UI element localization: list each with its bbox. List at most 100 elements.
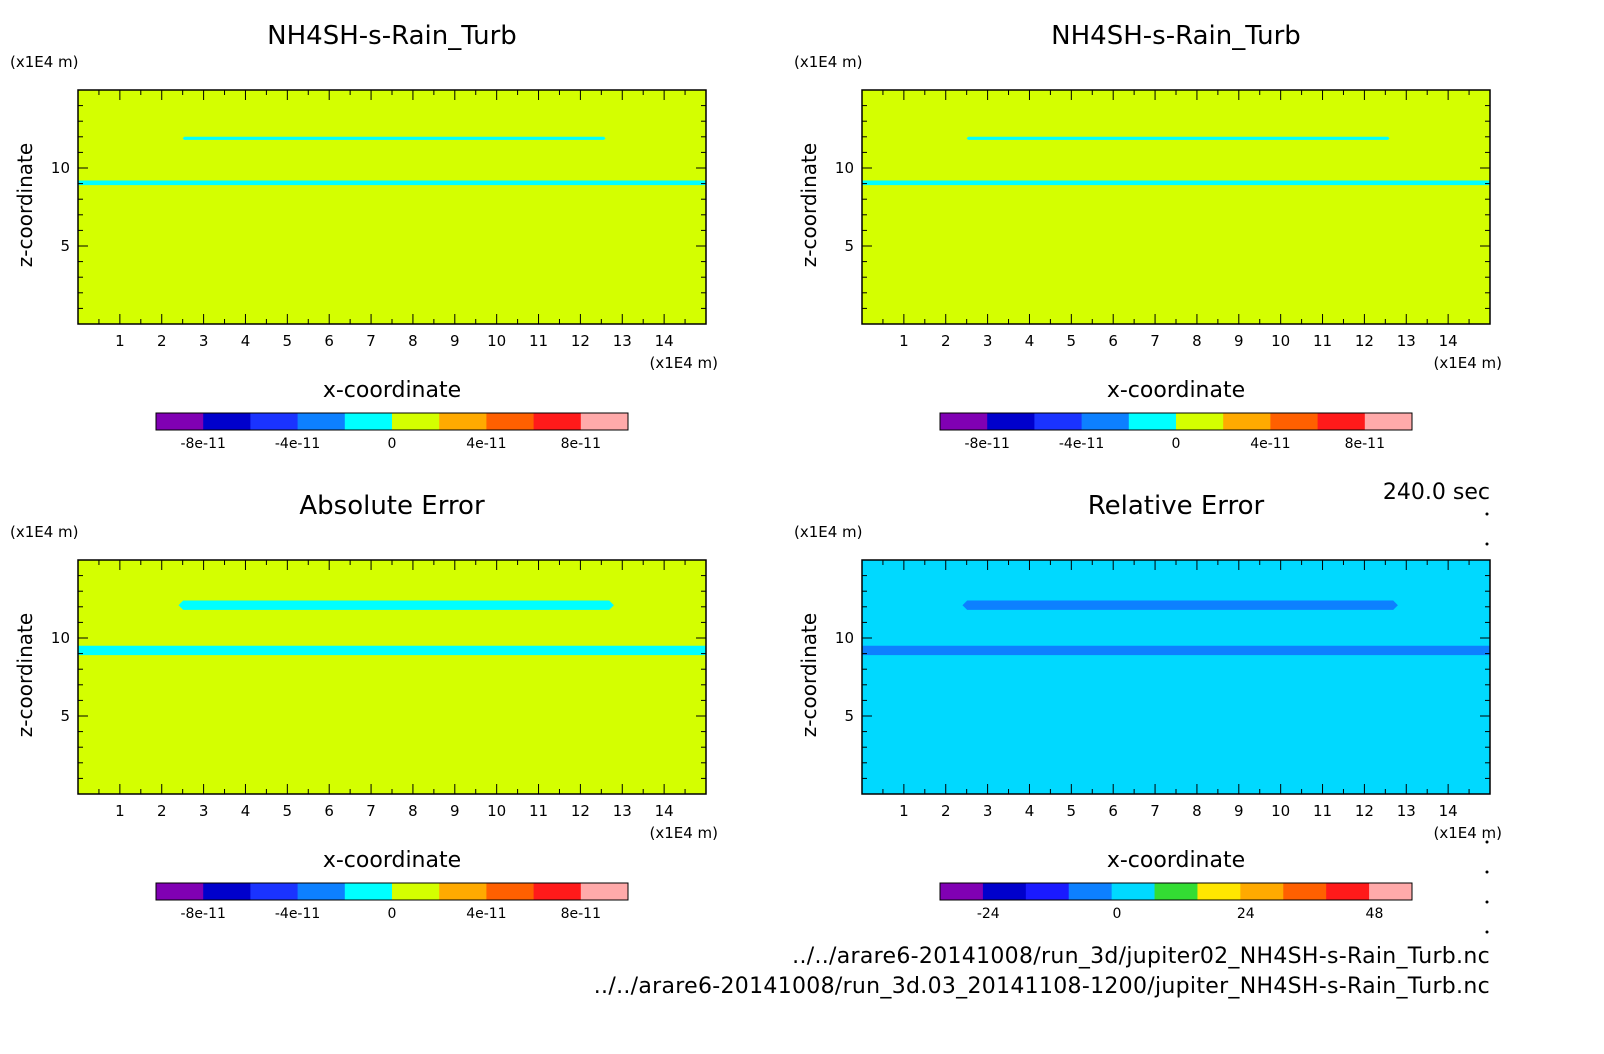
colorbar-segment: [1034, 413, 1083, 430]
margin-dot: [1485, 870, 1489, 874]
plot-background: [78, 560, 706, 794]
colorbar-segment: [439, 883, 487, 900]
y-tick-label: 5: [844, 237, 854, 255]
colorbar-segment: [1111, 883, 1156, 900]
y-tick-label: 10: [51, 159, 70, 177]
file-path-1: ../../arare6-20141008/run_3d/jupiter02_N…: [792, 944, 1490, 969]
panel-title: Absolute Error: [299, 491, 485, 521]
colorbar-tick-label: -4e-11: [275, 436, 320, 452]
colorbar-segment: [1283, 883, 1327, 900]
y-axis-label: z-coordinate: [797, 143, 821, 267]
colorbar-segment: [533, 413, 582, 430]
colorbar-tick-label: 4e-11: [1250, 436, 1290, 452]
x-tick-label: 9: [450, 332, 460, 350]
colorbar-tick-label: 0: [1113, 906, 1122, 922]
margin-dot: [1485, 542, 1489, 546]
colorbar-segment: [1240, 883, 1284, 900]
colorbar-segment: [1128, 413, 1177, 430]
x-tick-label: 1: [899, 332, 909, 350]
y-tick-label: 10: [51, 629, 70, 647]
x-tick-label: 8: [408, 332, 418, 350]
colorbar-segment: [344, 413, 393, 430]
colorbar-frame: [939, 882, 1413, 901]
colorbar-segment: [1176, 413, 1224, 430]
colorbar-frame: [155, 882, 629, 901]
x-tick-label: 5: [283, 332, 293, 350]
x-tick-label: 13: [1397, 332, 1416, 350]
panel-title: NH4SH-s-Rain_Turb: [267, 21, 517, 51]
x-unit-label: (x1E4 m): [1433, 824, 1502, 842]
colorbar-tick-label: 24: [1237, 906, 1255, 922]
colorbar-segment: [250, 413, 299, 430]
y-unit-label: (x1E4 m): [10, 53, 79, 71]
colorbar-tick-label: 0: [388, 436, 397, 452]
colorbar-segment: [1326, 883, 1370, 900]
y-axis-label: z-coordinate: [13, 613, 37, 737]
x-tick-label: 10: [487, 332, 506, 350]
x-unit-label: (x1E4 m): [649, 354, 718, 372]
colorbar-segment: [1223, 413, 1271, 430]
x-tick-label: 13: [613, 802, 632, 820]
plot-background: [862, 90, 1490, 324]
y-tick-label: 5: [844, 707, 854, 725]
colorbar-tick-label: 4e-11: [466, 436, 506, 452]
colorbar-frame: [155, 412, 629, 431]
x-tick-label: 7: [1150, 332, 1160, 350]
x-tick-label: 11: [529, 802, 548, 820]
x-tick-label: 6: [324, 802, 334, 820]
x-tick-label: 1: [899, 802, 909, 820]
x-tick-label: 14: [655, 332, 674, 350]
colorbar-segment: [1068, 883, 1113, 900]
colorbar-segment: [1317, 413, 1366, 430]
x-tick-label: 1: [115, 332, 125, 350]
x-tick-label: 11: [529, 332, 548, 350]
colorbar-segment: [987, 413, 1035, 430]
colorbar-segment: [344, 883, 393, 900]
x-tick-label: 12: [571, 802, 590, 820]
plot-background: [862, 560, 1490, 794]
x-tick-label: 7: [366, 332, 376, 350]
colorbar-tick-label: 8e-11: [561, 906, 601, 922]
colorbar-segment: [940, 883, 984, 900]
y-tick-label: 5: [60, 707, 70, 725]
x-tick-label: 4: [241, 332, 251, 350]
colorbar-tick-label: 0: [388, 906, 397, 922]
colorbar-segment: [156, 883, 204, 900]
x-tick-label: 14: [655, 802, 674, 820]
colorbar-segment: [439, 413, 487, 430]
colorbar-segment: [486, 413, 535, 430]
colorbar-tick-label: -4e-11: [275, 906, 320, 922]
colorbar-segment: [392, 883, 440, 900]
colorbar-segment: [533, 883, 582, 900]
x-axis-label: x-coordinate: [1107, 848, 1245, 873]
colorbar-segment: [1197, 883, 1241, 900]
y-tick-label: 10: [835, 159, 854, 177]
file-path-2: ../../arare6-20141008/run_3d.03_20141108…: [593, 974, 1490, 999]
x-tick-label: 5: [1067, 332, 1077, 350]
contour-band-1: [966, 136, 1390, 140]
x-unit-label: (x1E4 m): [1433, 354, 1502, 372]
colorbar-segment: [1364, 413, 1413, 430]
y-unit-label: (x1E4 m): [10, 523, 79, 541]
x-tick-label: 4: [1025, 332, 1035, 350]
colorbar-segment: [156, 413, 204, 430]
x-axis-label: x-coordinate: [323, 378, 461, 403]
x-tick-label: 6: [1108, 802, 1118, 820]
x-tick-label: 3: [983, 802, 993, 820]
panel-title: Relative Error: [1088, 491, 1265, 521]
x-tick-label: 2: [941, 802, 951, 820]
time-label: 240.0 sec: [1382, 480, 1490, 505]
x-tick-label: 1: [115, 802, 125, 820]
x-tick-label: 10: [487, 802, 506, 820]
x-tick-label: 7: [366, 802, 376, 820]
plot-background: [78, 90, 706, 324]
x-tick-label: 14: [1439, 802, 1458, 820]
contour-band-1: [962, 600, 1398, 610]
colorbar-tick-label: -4e-11: [1059, 436, 1104, 452]
x-tick-label: 3: [199, 802, 209, 820]
y-unit-label: (x1E4 m): [794, 53, 863, 71]
contour-band-2: [78, 645, 706, 656]
x-tick-label: 4: [241, 802, 251, 820]
y-tick-label: 5: [60, 237, 70, 255]
x-tick-label: 3: [199, 332, 209, 350]
